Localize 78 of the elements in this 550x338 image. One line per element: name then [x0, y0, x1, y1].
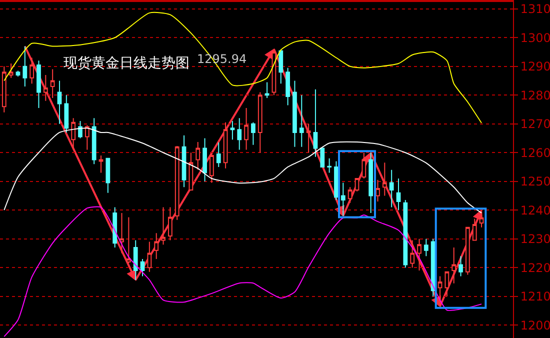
- y-tick-label: 1230: [520, 232, 550, 246]
- candlestick: [458, 256, 463, 277]
- candlestick: [147, 241, 152, 272]
- candlestick: [376, 179, 380, 202]
- candlestick: [36, 60, 41, 109]
- candlestick: [182, 134, 186, 188]
- candlestick: [64, 94, 69, 133]
- y-tick-label: 1250: [520, 174, 550, 189]
- candlestick: [452, 246, 456, 284]
- candlestick: [320, 148, 325, 168]
- candlestick: [410, 240, 415, 268]
- candlestick: [237, 118, 242, 150]
- candlestick: [168, 206, 172, 241]
- candlestick: [133, 240, 138, 280]
- candlestick: [286, 67, 290, 106]
- candlestick: [50, 68, 55, 98]
- candlestick: [210, 154, 214, 184]
- candlestick: [340, 182, 346, 216]
- y-tick-label: 1210: [520, 290, 550, 304]
- candlestick: [22, 46, 28, 87]
- candlestick: [112, 206, 118, 248]
- text: 现货黄金日线走势图: [63, 55, 190, 72]
- candlestick: [57, 80, 62, 124]
- y-tick-label: 1280: [520, 88, 550, 102]
- candlestick: [299, 94, 304, 148]
- candlestick: [140, 258, 145, 277]
- candlestick: [106, 158, 110, 194]
- y-tick-label: 1240: [520, 203, 550, 218]
- candlestick: [244, 108, 248, 150]
- candlestick: [292, 80, 297, 148]
- candlestick: [258, 92, 262, 154]
- candlestick: [30, 57, 34, 84]
- candlestick: [161, 206, 166, 246]
- candlestick: [16, 70, 20, 77]
- candlestick: [188, 152, 194, 190]
- candlestick: [154, 232, 159, 260]
- candlestick: [313, 88, 318, 158]
- candlestick: [278, 48, 284, 84]
- candlestick: [71, 118, 76, 150]
- candlestick: [424, 238, 428, 257]
- candlestick: [126, 216, 131, 264]
- candlestick: [196, 141, 200, 170]
- candlestick: [465, 226, 470, 276]
- line-series: [4, 12, 482, 124]
- candlestick: [354, 178, 360, 192]
- candlestick: [403, 200, 408, 268]
- candlestick: [230, 120, 235, 140]
- candlestick: [84, 124, 90, 150]
- candlestick: [396, 178, 401, 211]
- candlestick: [92, 118, 96, 165]
- candlestick: [444, 271, 450, 297]
- y-tick-label: 1260: [520, 146, 550, 160]
- candlestick: [368, 152, 374, 214]
- candlestick: [120, 212, 124, 254]
- candlestick: [251, 122, 256, 146]
- y-tick-label: 1300: [520, 30, 550, 45]
- candlestick: [223, 122, 228, 169]
- y-tick-label: 1220: [520, 260, 550, 275]
- y-tick-label: 1200: [520, 318, 550, 332]
- candlestick: [216, 142, 221, 168]
- candlestick: [202, 138, 207, 182]
- candlestick: [174, 146, 180, 220]
- line-series: [4, 206, 482, 338]
- candlestick: [327, 158, 332, 174]
- candlestick: [8, 63, 14, 78]
- candlestick: [78, 120, 82, 139]
- candlestick: [417, 238, 422, 271]
- candlestick: [389, 169, 394, 208]
- candlestick: [43, 74, 48, 102]
- candlestick: [264, 82, 270, 98]
- candlestick: [98, 154, 104, 174]
- candlestick: [306, 123, 311, 154]
- candlestick: [334, 160, 338, 201]
- y-tick-label: 1270: [520, 117, 550, 132]
- y-tick-label: 1310: [520, 2, 550, 16]
- y-tick-label: 1290: [520, 60, 550, 74]
- candlestick: [382, 162, 387, 196]
- candlestick: [348, 186, 352, 204]
